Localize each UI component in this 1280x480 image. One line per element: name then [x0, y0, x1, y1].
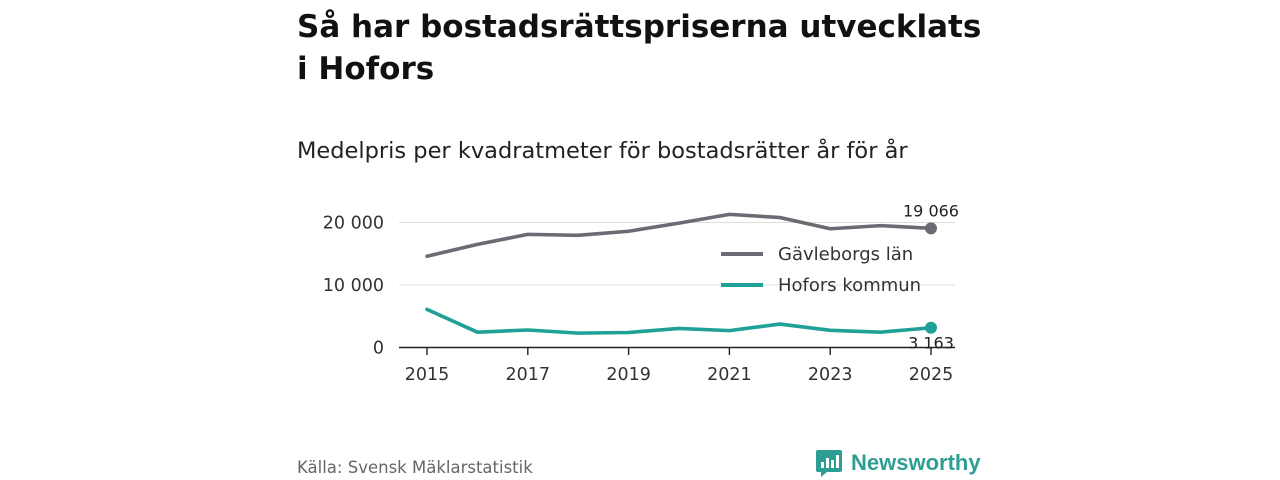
source-note: Källa: Svensk Mäklarstatistik — [297, 458, 533, 477]
chart-title: Så har bostadsrättspriserna utvecklats i… — [297, 9, 982, 87]
line-chart: 0 10 000 20 000 2015 2017 2019 2021 2023 2025 1… — [323, 201, 959, 385]
y-tick-label: 0 — [373, 339, 384, 359]
x-tick-label: 2015 — [405, 365, 450, 385]
legend-label-0: Gävleborgs län — [778, 244, 913, 265]
newsworthy-logo-text: Newsworthy — [851, 450, 981, 475]
series-end-label-0: 19 066 — [903, 201, 959, 220]
x-tick-label: 2023 — [808, 365, 853, 385]
newsworthy-logo-icon — [816, 450, 842, 477]
y-tick-label: 10 000 — [323, 276, 384, 296]
chart-card: Så har bostadsrättspriserna utvecklats i… — [297, 0, 987, 480]
legend: Gävleborgs län Hofors kommun — [721, 244, 921, 296]
series-end-point-0 — [925, 222, 937, 235]
series-end-label-1: 3 163 — [908, 334, 954, 353]
x-tick-label: 2017 — [506, 365, 551, 385]
x-tick-label: 2019 — [606, 365, 651, 385]
newsworthy-logo: Newsworthy — [815, 446, 981, 480]
series-line-0 — [425, 212, 933, 259]
x-axis: 2015 2017 2019 2021 2023 2025 — [399, 346, 955, 385]
x-tick-label: 2025 — [909, 365, 954, 385]
series-end-point-1 — [925, 321, 937, 334]
series-line-1 — [425, 307, 933, 335]
series-lines: 19 066 3 163 — [425, 201, 959, 353]
legend-label-1: Hofors kommun — [778, 275, 921, 296]
chart-subtitle: Medelpris per kvadratmeter för bostadsrä… — [297, 138, 908, 164]
x-tick-label: 2021 — [707, 365, 752, 385]
y-tick-label: 20 000 — [323, 214, 384, 234]
y-axis-ticks: 0 10 000 20 000 — [323, 214, 384, 359]
